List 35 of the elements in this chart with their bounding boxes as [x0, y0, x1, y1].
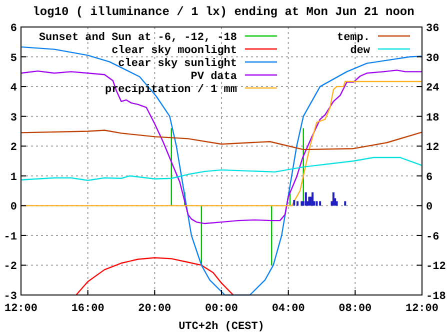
y2-tick-label: -12 [426, 261, 446, 274]
y2-tick-label: 6 [426, 172, 433, 184]
y2-tick-label: 24 [426, 82, 440, 95]
legend-label: dew [350, 45, 370, 57]
x-tick-label: 08:00 [338, 303, 372, 315]
y2-tick-label: 0 [426, 202, 433, 214]
y2-tick-label: -6 [426, 231, 440, 244]
y2-tick-label: 30 [426, 52, 440, 65]
legend-label: temp. [336, 32, 370, 44]
x-tick-label: 20:00 [138, 303, 172, 315]
x-axis-title: UTC+2h (CEST) [178, 321, 264, 333]
y-tick-label: 1 [10, 172, 18, 184]
y-tick-label: 4 [10, 82, 18, 95]
x-tick-label: 16:00 [71, 303, 104, 315]
y2-tick-label: 36 [426, 23, 440, 35]
y2-tick-label: -18 [426, 291, 446, 303]
legend-label: PV data [190, 71, 238, 83]
y-tick-label: -3 [4, 291, 18, 303]
y2-tick-label: 18 [426, 112, 440, 124]
x-tick-label: 04:00 [272, 303, 305, 315]
chart-title: log10 ( illuminance / 1 lx) ending at Mon Jun 21 noon [32, 5, 414, 19]
x-tick-label: 12:00 [4, 303, 38, 315]
y-tick-label: -1 [4, 231, 18, 244]
x-tick-label: 00:00 [204, 303, 238, 315]
y-tick-label: 0 [10, 202, 17, 214]
y2-tick-label: 12 [426, 142, 440, 154]
y-tick-label: 3 [10, 112, 18, 124]
legend-label: clear sky moonlight [112, 45, 237, 57]
y-tick-label: 5 [10, 52, 18, 65]
x-tick-label: 12:00 [405, 303, 439, 315]
legend-label: clear sky sunlight [118, 58, 237, 70]
y-tick-label: 6 [10, 23, 17, 35]
y-tick-label: 2 [10, 142, 17, 154]
legend-label: Sunset and Sun at -6, -12, -18 [38, 32, 238, 44]
y-tick-label: -2 [4, 261, 17, 274]
